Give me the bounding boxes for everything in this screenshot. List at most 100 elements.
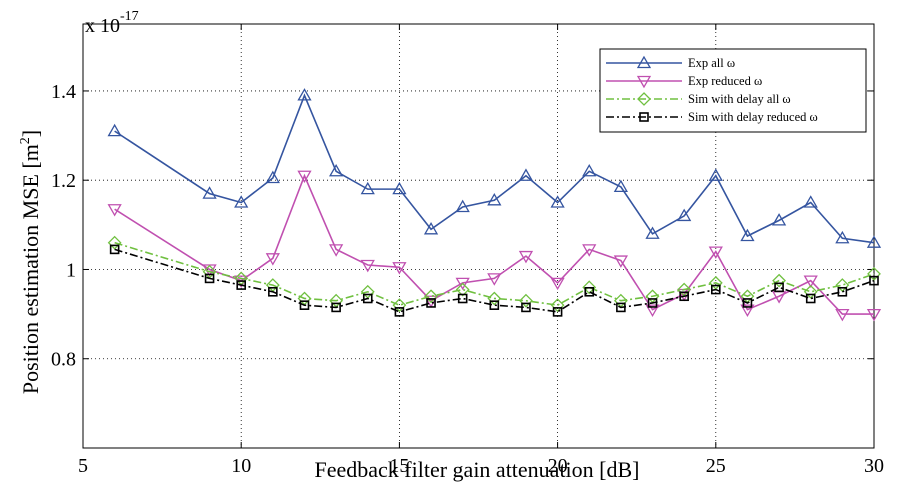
series-2 <box>107 170 882 322</box>
x-tick-label: 20 <box>548 455 568 477</box>
data-point <box>109 244 120 255</box>
data-point <box>866 308 882 322</box>
y-exponent-power: -17 <box>120 9 139 24</box>
data-point <box>584 286 595 297</box>
data-point <box>679 291 689 302</box>
legend-marker <box>637 92 651 106</box>
data-point <box>866 235 882 248</box>
series-line <box>114 248 875 313</box>
x-axis-label: Feedback filter gain attenuation [dB] <box>315 457 640 482</box>
data-point <box>265 170 280 184</box>
legend: Exp all ω Exp reduced ω Sim with delay all… <box>599 48 867 133</box>
data-point <box>360 181 375 195</box>
x-tick-label: 10 <box>231 455 251 477</box>
y-axis-label: Position estimation MSE [m2] <box>18 130 43 394</box>
data-point <box>107 235 122 250</box>
data-point <box>455 282 470 297</box>
y-axis-exponent: x 10-17 <box>85 9 139 37</box>
data-point <box>710 284 721 295</box>
legend-label: Exp reduced ω <box>688 74 762 88</box>
data-point <box>204 273 215 284</box>
data-point <box>331 302 341 313</box>
data-point <box>740 228 755 242</box>
x-tick-label: 25 <box>706 455 726 477</box>
data-point <box>362 293 373 304</box>
legend-marker <box>636 75 652 89</box>
series-4 <box>109 244 879 317</box>
data-point <box>771 213 787 226</box>
data-point <box>803 195 818 208</box>
data-point <box>742 298 753 308</box>
data-point <box>489 300 500 310</box>
y-label-main: Position estimation MSE [m <box>18 144 43 394</box>
data-point <box>202 186 217 199</box>
data-point <box>265 253 280 266</box>
data-point <box>867 267 881 281</box>
data-point <box>455 199 470 213</box>
data-point <box>328 163 344 177</box>
data-point <box>647 298 658 308</box>
legend-label: Exp all ω <box>688 56 735 70</box>
data-point <box>299 300 310 310</box>
data-point <box>394 307 405 317</box>
data-point <box>424 289 438 304</box>
data-point <box>234 195 249 208</box>
data-point <box>613 255 629 268</box>
data-point <box>835 308 850 322</box>
x-tick-label: 30 <box>864 455 884 477</box>
data-point <box>772 273 786 288</box>
x-tick-label: 5 <box>78 455 88 477</box>
y-label-end: ] <box>18 130 43 137</box>
data-point <box>426 298 436 308</box>
data-point <box>869 275 879 286</box>
series-layer <box>107 88 882 322</box>
data-point <box>582 244 597 257</box>
data-point <box>360 259 375 273</box>
data-point <box>518 168 534 181</box>
data-point <box>582 163 597 177</box>
data-point <box>519 293 533 308</box>
data-point <box>805 293 816 304</box>
data-point <box>518 250 534 264</box>
data-point <box>297 170 312 184</box>
data-point <box>550 298 565 313</box>
data-point <box>297 88 312 101</box>
series-line <box>114 241 875 307</box>
data-point <box>107 204 122 217</box>
x-tick-label: 15 <box>389 455 409 477</box>
data-point <box>835 230 850 244</box>
data-point <box>803 284 818 299</box>
legend-entry: Sim with delay all ω <box>606 92 791 106</box>
y-tick-label: 1.2 <box>51 170 76 192</box>
legend-entry: Exp reduced ω <box>606 74 762 89</box>
data-point <box>392 181 407 195</box>
data-point <box>837 286 848 297</box>
y-tick-label: 1.4 <box>51 81 76 103</box>
data-point <box>423 295 439 309</box>
data-point <box>487 273 502 286</box>
data-point <box>328 244 344 257</box>
data-point <box>455 277 470 291</box>
legend-marker <box>639 112 649 122</box>
data-point <box>550 277 565 291</box>
data-point <box>645 226 660 239</box>
data-point <box>392 262 407 275</box>
data-point <box>613 179 629 193</box>
y-tick-label: 0.8 <box>51 349 76 371</box>
axis-ticks: 5 10 15 20 25 30 0.8 1 1.2 1.4 <box>51 24 884 477</box>
data-point <box>107 123 122 137</box>
data-point <box>708 246 723 259</box>
legend-label: Sim with delay reduced ω <box>688 110 818 124</box>
y-exponent-base: x 10 <box>85 15 120 37</box>
data-point <box>582 280 597 295</box>
legend-entry: Sim with delay reduced ω <box>606 110 818 124</box>
data-point <box>550 195 565 208</box>
data-point <box>521 302 531 313</box>
data-point <box>457 293 468 304</box>
data-point <box>268 286 278 297</box>
y-tick-label: 1 <box>66 259 76 281</box>
data-point <box>392 298 407 313</box>
data-point <box>487 192 502 206</box>
data-point <box>616 302 626 313</box>
